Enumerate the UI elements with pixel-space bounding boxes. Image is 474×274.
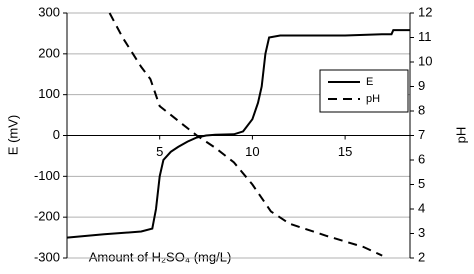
y2-tick-label: 2 <box>418 249 425 264</box>
y2-tick-label: 12 <box>418 4 432 19</box>
y2-tick-label: 11 <box>418 29 432 44</box>
x-tick-label: 10 <box>245 144 259 159</box>
y-tick-label: 300 <box>38 4 60 19</box>
legend-box <box>319 69 409 113</box>
y2-tick-label: 5 <box>418 176 425 191</box>
legend-label: E <box>366 76 373 88</box>
y-axis-label: E (mV) <box>5 115 20 155</box>
y-tick-label: -300 <box>34 249 60 264</box>
y2-tick-label: 3 <box>418 225 425 240</box>
y2-tick-label: 6 <box>418 151 425 166</box>
y-tick-label: -100 <box>34 168 60 183</box>
y2-tick-label: 4 <box>418 200 425 215</box>
y2-tick-label: 8 <box>418 102 425 117</box>
y2-axis-label: pH <box>453 127 468 144</box>
y-tick-label: 100 <box>38 86 60 101</box>
line <box>66 29 410 239</box>
x-axis-label: Amount of H₂SO₄ (mg/L) <box>89 249 232 264</box>
y-tick-label: 0 <box>53 127 60 142</box>
x-tick-label: 15 <box>338 144 352 159</box>
y-tick-label: -200 <box>34 209 60 224</box>
line <box>108 12 383 257</box>
y2-tick-label: 7 <box>418 127 425 142</box>
y-tick-label: 200 <box>38 45 60 60</box>
x-tick-label: 5 <box>156 144 163 159</box>
y2-tick-label: 9 <box>418 78 425 93</box>
y2-tick-label: 10 <box>418 53 432 68</box>
legend-label: pH <box>366 93 380 105</box>
